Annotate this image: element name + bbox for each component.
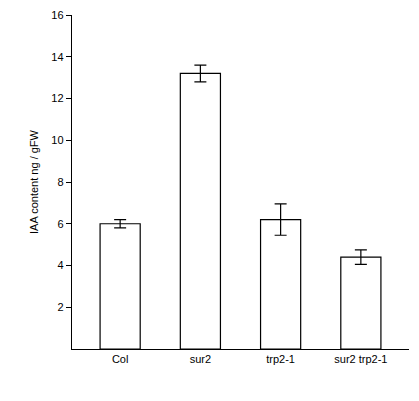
svg-text:sur2: sur2	[190, 353, 211, 365]
svg-text:12: 12	[51, 92, 63, 104]
svg-text:2: 2	[57, 301, 63, 313]
svg-text:14: 14	[51, 51, 63, 63]
svg-text:sur2 trp2-1: sur2 trp2-1	[334, 353, 387, 365]
svg-text:8: 8	[57, 176, 63, 188]
svg-text:Col: Col	[112, 353, 129, 365]
svg-text:10: 10	[51, 134, 63, 146]
svg-text:16: 16	[51, 9, 63, 21]
svg-text:IAA content ng / gFW: IAA content ng / gFW	[28, 129, 40, 234]
svg-text:trp2-1: trp2-1	[266, 353, 295, 365]
svg-text:6: 6	[57, 218, 63, 230]
svg-text:4: 4	[57, 259, 63, 271]
